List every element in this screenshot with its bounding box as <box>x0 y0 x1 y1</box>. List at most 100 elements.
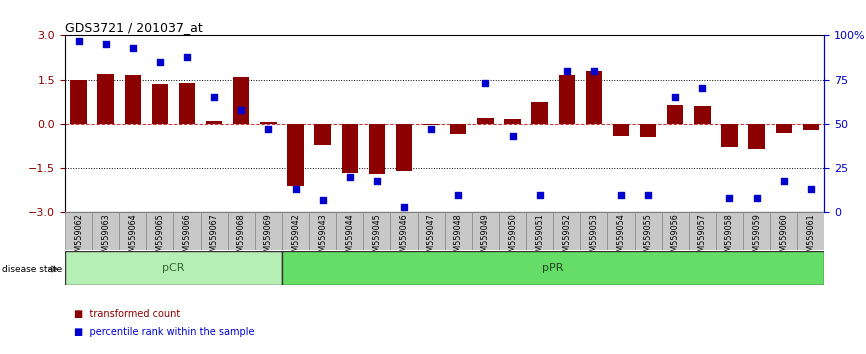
Point <box>506 133 520 139</box>
Text: GSM559054: GSM559054 <box>617 213 625 262</box>
Text: GSM559043: GSM559043 <box>318 213 327 262</box>
Bar <box>559 75 575 124</box>
Bar <box>695 106 710 124</box>
Text: GSM559044: GSM559044 <box>346 213 354 262</box>
Bar <box>450 124 467 134</box>
Text: GSM559068: GSM559068 <box>236 213 246 262</box>
Bar <box>261 122 276 124</box>
Bar <box>146 212 173 250</box>
Text: GSM559045: GSM559045 <box>372 213 381 262</box>
Bar <box>173 212 201 250</box>
Bar <box>640 124 656 137</box>
Point <box>722 195 736 201</box>
Point <box>316 197 330 203</box>
Bar <box>201 212 228 250</box>
Point <box>777 178 791 183</box>
Bar <box>336 212 364 250</box>
Bar <box>369 124 385 174</box>
Point <box>99 41 113 47</box>
Bar <box>743 212 770 250</box>
Text: GDS3721 / 201037_at: GDS3721 / 201037_at <box>65 21 203 34</box>
Text: GSM559060: GSM559060 <box>779 213 788 262</box>
Point <box>126 45 139 51</box>
Text: GSM559066: GSM559066 <box>183 213 191 262</box>
Bar <box>553 212 580 250</box>
Point <box>641 192 655 198</box>
Bar <box>635 212 662 250</box>
Bar <box>396 124 412 171</box>
Bar <box>179 82 195 124</box>
Bar <box>228 212 255 250</box>
Bar <box>662 212 688 250</box>
Bar <box>423 124 439 125</box>
Bar <box>288 124 304 186</box>
Point <box>533 192 546 198</box>
Text: GSM559062: GSM559062 <box>74 213 83 262</box>
Bar <box>721 124 738 148</box>
Text: GSM559048: GSM559048 <box>454 213 462 262</box>
Text: GSM559052: GSM559052 <box>562 213 572 262</box>
Bar <box>445 212 472 250</box>
Bar <box>206 121 223 124</box>
Point <box>288 187 302 192</box>
Point <box>262 126 275 132</box>
Bar <box>803 124 819 130</box>
Text: GSM559061: GSM559061 <box>806 213 816 262</box>
Bar <box>526 212 553 250</box>
Point <box>235 107 249 113</box>
Bar <box>341 124 358 172</box>
Text: GSM559042: GSM559042 <box>291 213 300 262</box>
Text: GSM559053: GSM559053 <box>590 213 598 262</box>
Point <box>478 80 492 86</box>
Text: GSM559064: GSM559064 <box>128 213 137 262</box>
Point <box>451 192 465 198</box>
Text: GSM559051: GSM559051 <box>535 213 544 262</box>
Bar <box>667 105 683 124</box>
Bar <box>65 212 92 250</box>
Bar <box>152 84 168 124</box>
Text: GSM559067: GSM559067 <box>210 213 218 262</box>
Bar <box>748 124 765 149</box>
Bar <box>70 80 87 124</box>
Text: GSM559057: GSM559057 <box>698 213 707 262</box>
Bar <box>580 212 607 250</box>
Bar <box>770 212 798 250</box>
Point <box>72 38 86 44</box>
Bar <box>120 212 146 250</box>
Bar <box>364 212 391 250</box>
Point <box>397 204 411 210</box>
Bar <box>65 251 282 285</box>
Text: GSM559047: GSM559047 <box>427 213 436 262</box>
Point <box>153 59 167 65</box>
Point <box>424 126 438 132</box>
Text: GSM559046: GSM559046 <box>399 213 409 262</box>
Text: GSM559065: GSM559065 <box>155 213 165 262</box>
Text: ■  percentile rank within the sample: ■ percentile rank within the sample <box>74 326 254 337</box>
Point <box>370 178 384 183</box>
Text: pCR: pCR <box>162 263 184 273</box>
Point <box>207 95 221 100</box>
Bar <box>716 212 743 250</box>
Text: ■  transformed count: ■ transformed count <box>74 309 180 319</box>
Text: GSM559063: GSM559063 <box>101 213 110 262</box>
Point <box>180 54 194 59</box>
Bar <box>499 212 526 250</box>
Bar <box>282 212 309 250</box>
Bar <box>504 119 520 124</box>
Bar <box>233 77 249 124</box>
Bar <box>98 74 113 124</box>
Bar <box>477 118 494 124</box>
Bar <box>314 124 331 144</box>
Point <box>587 68 601 74</box>
Bar <box>391 212 417 250</box>
Bar <box>613 124 629 136</box>
Text: GSM559059: GSM559059 <box>753 213 761 262</box>
Text: GSM559056: GSM559056 <box>671 213 680 262</box>
Bar <box>282 251 824 285</box>
Bar <box>607 212 635 250</box>
Text: GSM559069: GSM559069 <box>264 213 273 262</box>
Bar <box>472 212 499 250</box>
Text: GSM559050: GSM559050 <box>508 213 517 262</box>
Point <box>669 95 682 100</box>
Text: GSM559055: GSM559055 <box>643 213 653 262</box>
